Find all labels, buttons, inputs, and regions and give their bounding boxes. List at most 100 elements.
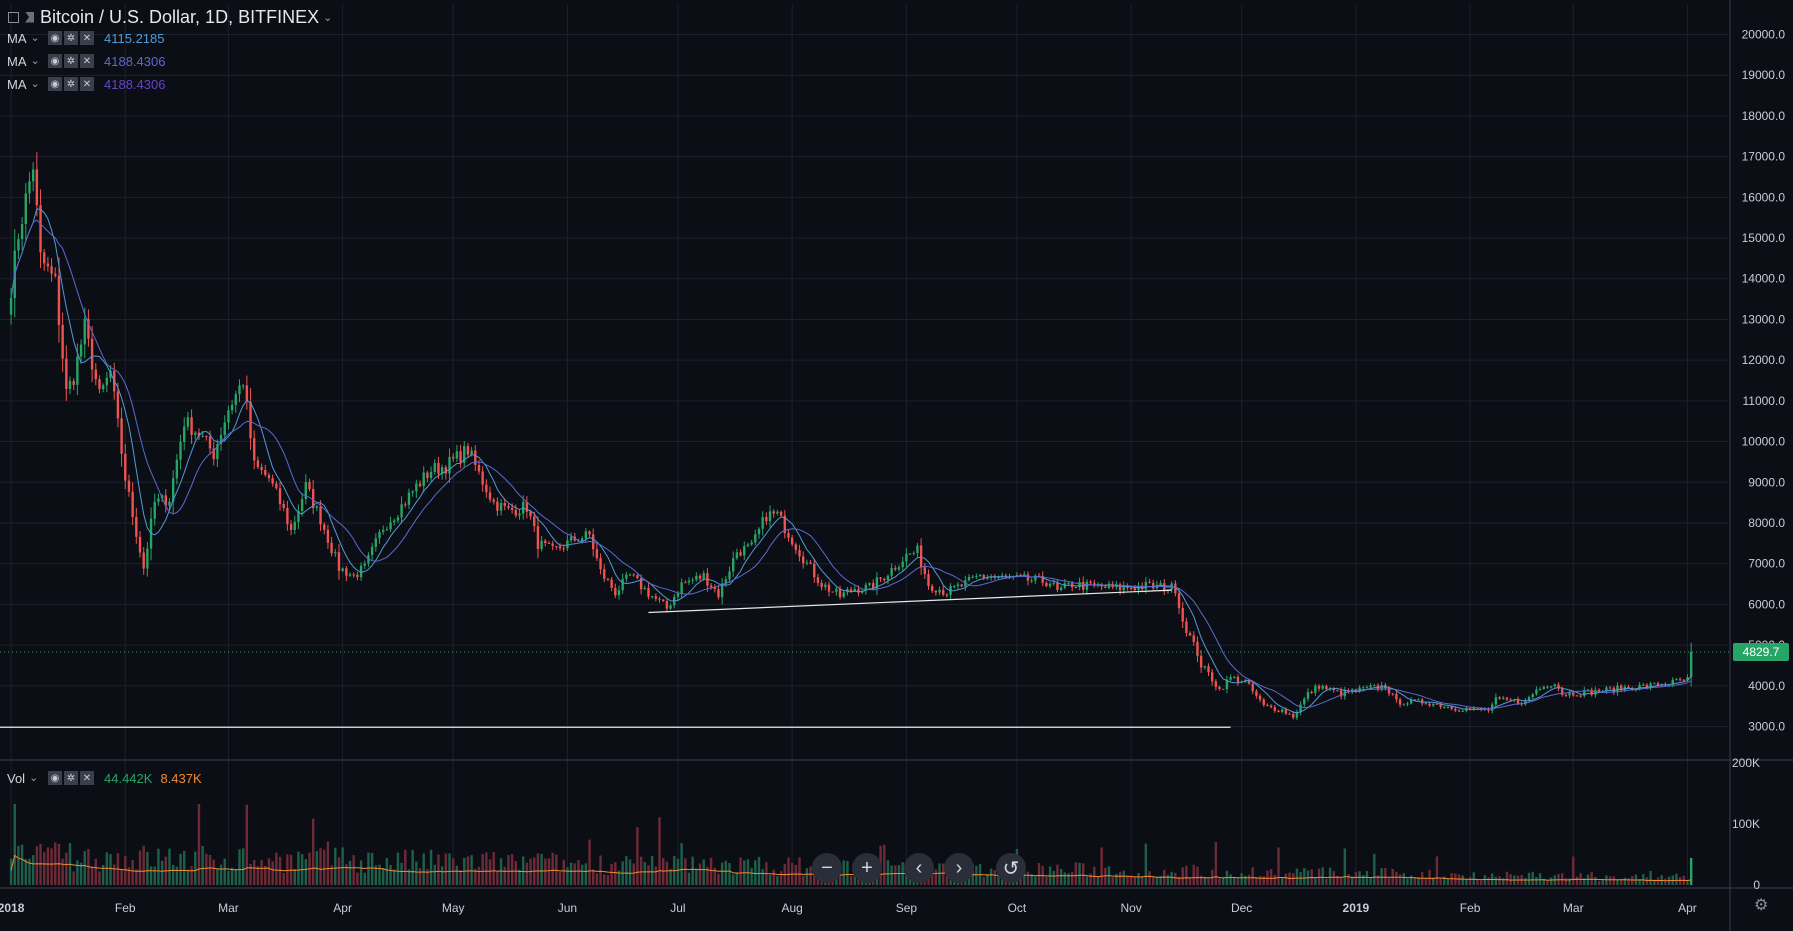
candle-body [1538, 688, 1542, 690]
candle-body [514, 509, 518, 516]
candle-body [46, 263, 50, 267]
y-tick-label: 10000.0 [1742, 435, 1786, 449]
volume-bar [1188, 877, 1192, 885]
settings-gear-icon[interactable]: ⚙ [1754, 897, 1769, 914]
volume-bar [249, 863, 252, 885]
gear-icon[interactable]: ✲ [64, 771, 78, 785]
candle-body [183, 426, 186, 442]
candle-body [1645, 684, 1649, 688]
y-tick-label: 15000.0 [1742, 231, 1786, 245]
close-icon[interactable]: ✕ [80, 54, 94, 68]
candle-body [684, 582, 687, 584]
indicator-ma-2[interactable]: MA ⌄ ◉ ✲ ✕ 4188.4306 [0, 52, 165, 70]
eye-icon[interactable]: ◉ [48, 31, 62, 45]
candle-body [658, 598, 661, 600]
indicator-label[interactable]: MA ⌄ [7, 30, 40, 46]
indicator-ma-3[interactable]: MA ⌄ ◉ ✲ ✕ 4188.4306 [0, 75, 165, 93]
volume-bar [750, 867, 753, 885]
candle-body [636, 575, 639, 579]
candle-body [555, 546, 558, 548]
y-tick-label: 14000.0 [1742, 272, 1786, 286]
gear-icon[interactable]: ✲ [64, 77, 78, 91]
volume-bar [1262, 876, 1265, 885]
volume-bar [1277, 847, 1280, 885]
volume-bar [1435, 856, 1439, 885]
volume-bar [654, 866, 658, 885]
candle-body [1262, 699, 1265, 705]
candle-body [540, 540, 543, 549]
candle-body [1642, 684, 1645, 686]
scroll-right-button[interactable]: › [944, 853, 974, 883]
volume-bar [437, 854, 440, 885]
candle-body [496, 501, 499, 511]
candle-body [857, 588, 860, 593]
symbol-header[interactable]: Bitcoin / U.S. Dollar, 1D, BITFINEX ⌄ [0, 6, 332, 28]
volume-bar [363, 872, 366, 885]
candle-body [190, 417, 193, 435]
volume-bar [1590, 872, 1593, 885]
close-icon[interactable]: ✕ [80, 31, 94, 45]
volume-bar [245, 804, 249, 885]
volume-bar [897, 865, 901, 885]
candle-body [717, 589, 720, 598]
volume-bar [404, 849, 407, 885]
volume-bar [732, 874, 735, 885]
trendline[interactable] [648, 589, 1172, 614]
volume-bar [599, 855, 602, 885]
candle-body [768, 511, 772, 522]
zoom-in-button[interactable]: + [852, 853, 882, 883]
collapse-icon[interactable] [8, 11, 19, 23]
eye-icon[interactable]: ◉ [48, 77, 62, 91]
chevron-down-icon[interactable]: ⌄ [323, 11, 333, 24]
candle-body [153, 501, 156, 519]
candle-body [1004, 575, 1008, 577]
volume-bar [1166, 874, 1170, 885]
scroll-left-button[interactable]: ‹ [904, 853, 934, 883]
indicator-label[interactable]: Vol ⌄ [7, 770, 39, 786]
indicator-ma-1[interactable]: MA ⌄ ◉ ✲ ✕ 4115.2185 [0, 29, 165, 47]
eye-icon[interactable]: ◉ [48, 54, 62, 68]
volume-bar [1616, 879, 1619, 885]
gear-icon[interactable]: ✲ [64, 31, 78, 45]
gear-icon[interactable]: ✲ [64, 54, 78, 68]
volume-bar [149, 866, 153, 885]
trendlines[interactable] [0, 589, 1231, 728]
volume-bar [352, 855, 355, 885]
candle-body [297, 511, 300, 522]
indicator-label[interactable]: MA ⌄ [7, 76, 40, 92]
candle-body [1207, 666, 1210, 673]
volume-bar [286, 854, 289, 885]
volume-bar [109, 854, 112, 885]
candle-body [1000, 575, 1004, 577]
candle-body [1409, 699, 1413, 704]
zoom-out-button[interactable]: − [812, 853, 842, 883]
volume-bar [1067, 873, 1070, 885]
candle-body [466, 446, 470, 455]
volume-bar [20, 844, 24, 885]
volume-bar [1608, 876, 1612, 885]
close-icon[interactable]: ✕ [80, 77, 94, 91]
candle-body [720, 583, 724, 598]
candle-body [562, 548, 565, 550]
indicator-label[interactable]: MA ⌄ [7, 53, 40, 69]
candle-body [1056, 583, 1059, 591]
volume-bar [680, 843, 683, 885]
indicator-volume[interactable]: Vol ⌄ ◉ ✲ ✕ 44.442K 8.437K [0, 769, 202, 787]
candle-body [304, 482, 308, 500]
volume-bar [35, 846, 39, 885]
reset-chart-button[interactable]: ↺ [996, 853, 1026, 883]
candle-body [584, 531, 588, 539]
candle-body [116, 391, 120, 419]
candle-body [536, 526, 540, 549]
close-icon[interactable]: ✕ [80, 771, 94, 785]
candle-body [1251, 683, 1254, 692]
candle-body [529, 511, 532, 517]
candle-body [544, 540, 547, 544]
symbol-title[interactable]: Bitcoin / U.S. Dollar, 1D, BITFINEX [40, 6, 320, 27]
x-tick-label: Dec [1231, 901, 1252, 915]
eye-icon[interactable]: ◉ [48, 771, 62, 785]
x-tick-label: Aug [781, 901, 802, 915]
volume-bar [1689, 857, 1693, 885]
candle-body [930, 585, 934, 591]
